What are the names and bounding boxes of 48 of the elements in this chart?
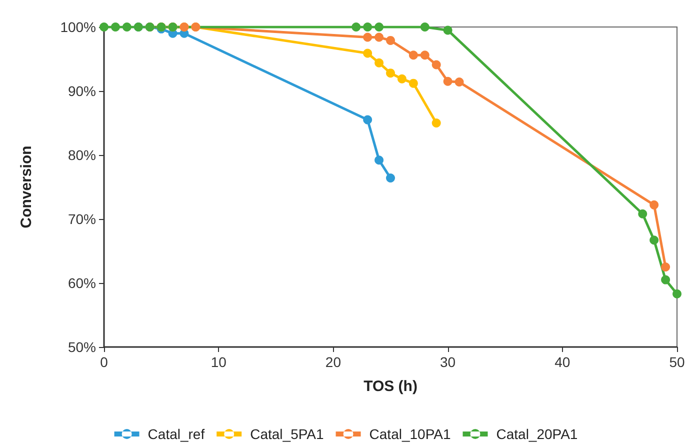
point bbox=[374, 156, 384, 165]
legend-label: Catal_5PA1 bbox=[250, 426, 324, 442]
point bbox=[386, 36, 395, 45]
y-tick-label: 80% bbox=[68, 147, 96, 163]
x-tick-label: 20 bbox=[325, 354, 342, 370]
y-tick-label: 90% bbox=[68, 83, 96, 99]
point bbox=[122, 22, 132, 32]
point bbox=[110, 22, 120, 32]
y-tick-label: 70% bbox=[68, 211, 96, 227]
point bbox=[374, 22, 384, 32]
point bbox=[352, 22, 361, 32]
y-tick-label: 100% bbox=[60, 19, 96, 35]
point bbox=[420, 50, 430, 60]
point bbox=[661, 275, 670, 284]
x-tick-label: 50 bbox=[669, 354, 685, 370]
point bbox=[661, 262, 670, 272]
y-tick-label: 50% bbox=[68, 339, 96, 355]
x-tick-label: 0 bbox=[100, 354, 108, 370]
point bbox=[650, 200, 659, 210]
point bbox=[386, 174, 395, 183]
legend-label: Catal_ref bbox=[148, 426, 205, 442]
point bbox=[650, 236, 659, 245]
point bbox=[638, 209, 648, 218]
legend-label: Catal_20PA1 bbox=[496, 426, 578, 442]
x-tick-label: 30 bbox=[440, 354, 456, 370]
point bbox=[374, 32, 384, 42]
point bbox=[408, 78, 418, 88]
point bbox=[374, 58, 384, 68]
y-tick-label: 60% bbox=[68, 275, 96, 291]
point bbox=[432, 60, 441, 70]
point bbox=[443, 76, 452, 86]
x-tick-label: 40 bbox=[554, 354, 570, 370]
point bbox=[363, 115, 372, 124]
point bbox=[363, 32, 372, 42]
y-axis-title: Conversion bbox=[18, 146, 35, 228]
point bbox=[420, 22, 430, 32]
point bbox=[408, 50, 418, 60]
point bbox=[363, 22, 372, 32]
point bbox=[443, 26, 452, 35]
x-tick-label: 10 bbox=[210, 354, 227, 370]
point bbox=[386, 68, 395, 78]
x-axis-title: TOS (h) bbox=[364, 378, 418, 395]
legend-label: Catal_10PA1 bbox=[369, 426, 451, 442]
point bbox=[454, 78, 464, 87]
point bbox=[672, 289, 682, 298]
point bbox=[397, 74, 406, 84]
point bbox=[363, 48, 372, 58]
point bbox=[432, 118, 441, 128]
